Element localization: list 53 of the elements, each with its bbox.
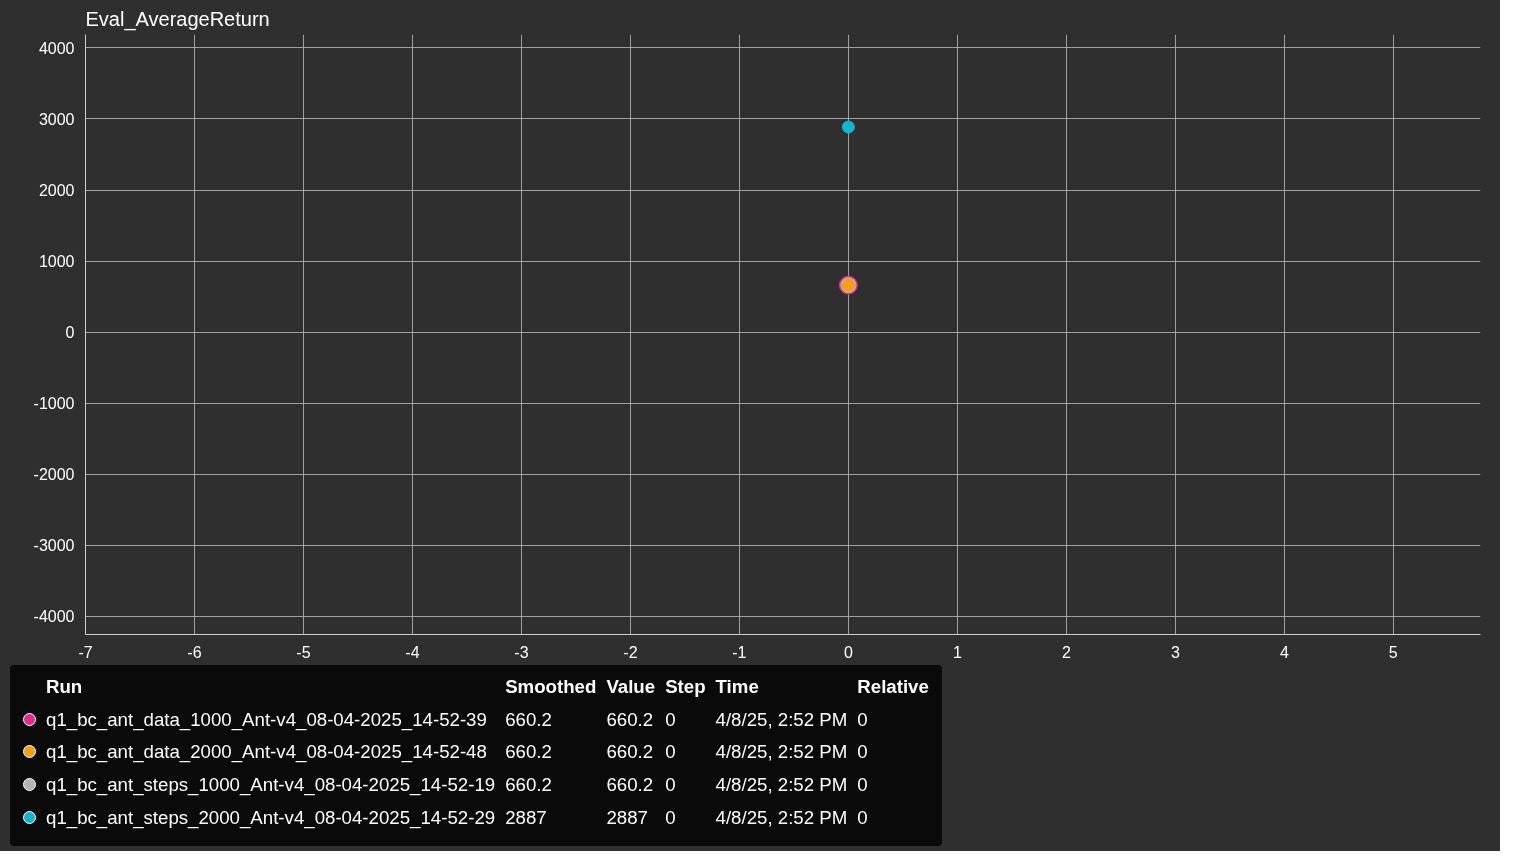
text: 660.2 [605, 773, 655, 797]
legend-label: q1_bc_ant_data_2000_Ant-v4_08-04-2025_14-52-48 [45, 740, 488, 765]
text: Smoothed [504, 675, 598, 699]
text: 0 [857, 774, 868, 796]
y-tick-label: 0 [65, 324, 75, 342]
y-tick-label: 3000 [38, 111, 75, 128]
x-tick-label: -7 [78, 643, 93, 661]
text: 4/8/25, 2:52 PM [714, 707, 849, 732]
y-tick-label: -4000 [33, 608, 75, 626]
y-tick-label: -2000 [33, 466, 75, 484]
y-tick-label: -1000 [33, 395, 75, 413]
y-tick-label: -3000 [33, 537, 75, 555]
x-tick-label: -4 [405, 643, 420, 661]
x-tick-label: -5 [296, 643, 311, 661]
text: 0 [856, 740, 869, 765]
x-tick-label: -2 [623, 643, 638, 661]
text: Value [605, 675, 657, 699]
x-tick-label: -1 [732, 643, 747, 661]
x-tick-label: 5 [1388, 643, 1398, 661]
text: 4/8/25, 2:52 PM [714, 740, 849, 765]
text: Relative [856, 675, 930, 699]
x-tick-label: -6 [187, 643, 202, 661]
legend-label: q1_bc_ant_steps_1000_Ant-v4_08-04-2025_14-52-19 [45, 773, 497, 798]
text: Step [664, 675, 707, 699]
x-tick-label: 0 [843, 643, 853, 661]
y-tick-label: 2000 [38, 182, 75, 199]
text: 0 [665, 774, 676, 796]
x-tick-label: 4 [1279, 643, 1289, 661]
text: 0 [857, 806, 868, 828]
legend-label: q1_bc_ant_data_1000_Ant-v4_08-04-2025_14-52-39 [45, 707, 488, 733]
text: 2887 [504, 805, 548, 830]
text: 660.2 [504, 740, 553, 765]
x-tick-label: -3 [514, 643, 529, 661]
text: Time [714, 675, 760, 699]
text: 660.2 [605, 740, 655, 765]
legend-label: q1_bc_ant_steps_2000_Ant-v4_08-04-2025_14-52-29 [45, 805, 497, 831]
x-tick-label: 3 [1170, 643, 1180, 661]
text: Run [45, 675, 84, 699]
text: 0 [856, 707, 869, 732]
text: 660.2 [605, 707, 655, 732]
x-tick-label: 2 [1061, 643, 1071, 661]
text: 0 [664, 740, 677, 765]
chart-title: Eval_AverageReturn [85, 7, 270, 31]
text: 660.2 [504, 773, 553, 797]
text: 0 [664, 707, 677, 732]
y-tick-label: 4000 [38, 39, 75, 57]
text: 4/8/25, 2:52 PM [714, 773, 849, 797]
text: 0 [665, 806, 676, 828]
x-tick-label: 1 [952, 643, 962, 661]
text: 660.2 [504, 707, 553, 732]
text: 4/8/25, 2:52 PM [714, 805, 849, 830]
text: 2887 [605, 805, 649, 830]
y-tick-label: 1000 [38, 253, 75, 271]
